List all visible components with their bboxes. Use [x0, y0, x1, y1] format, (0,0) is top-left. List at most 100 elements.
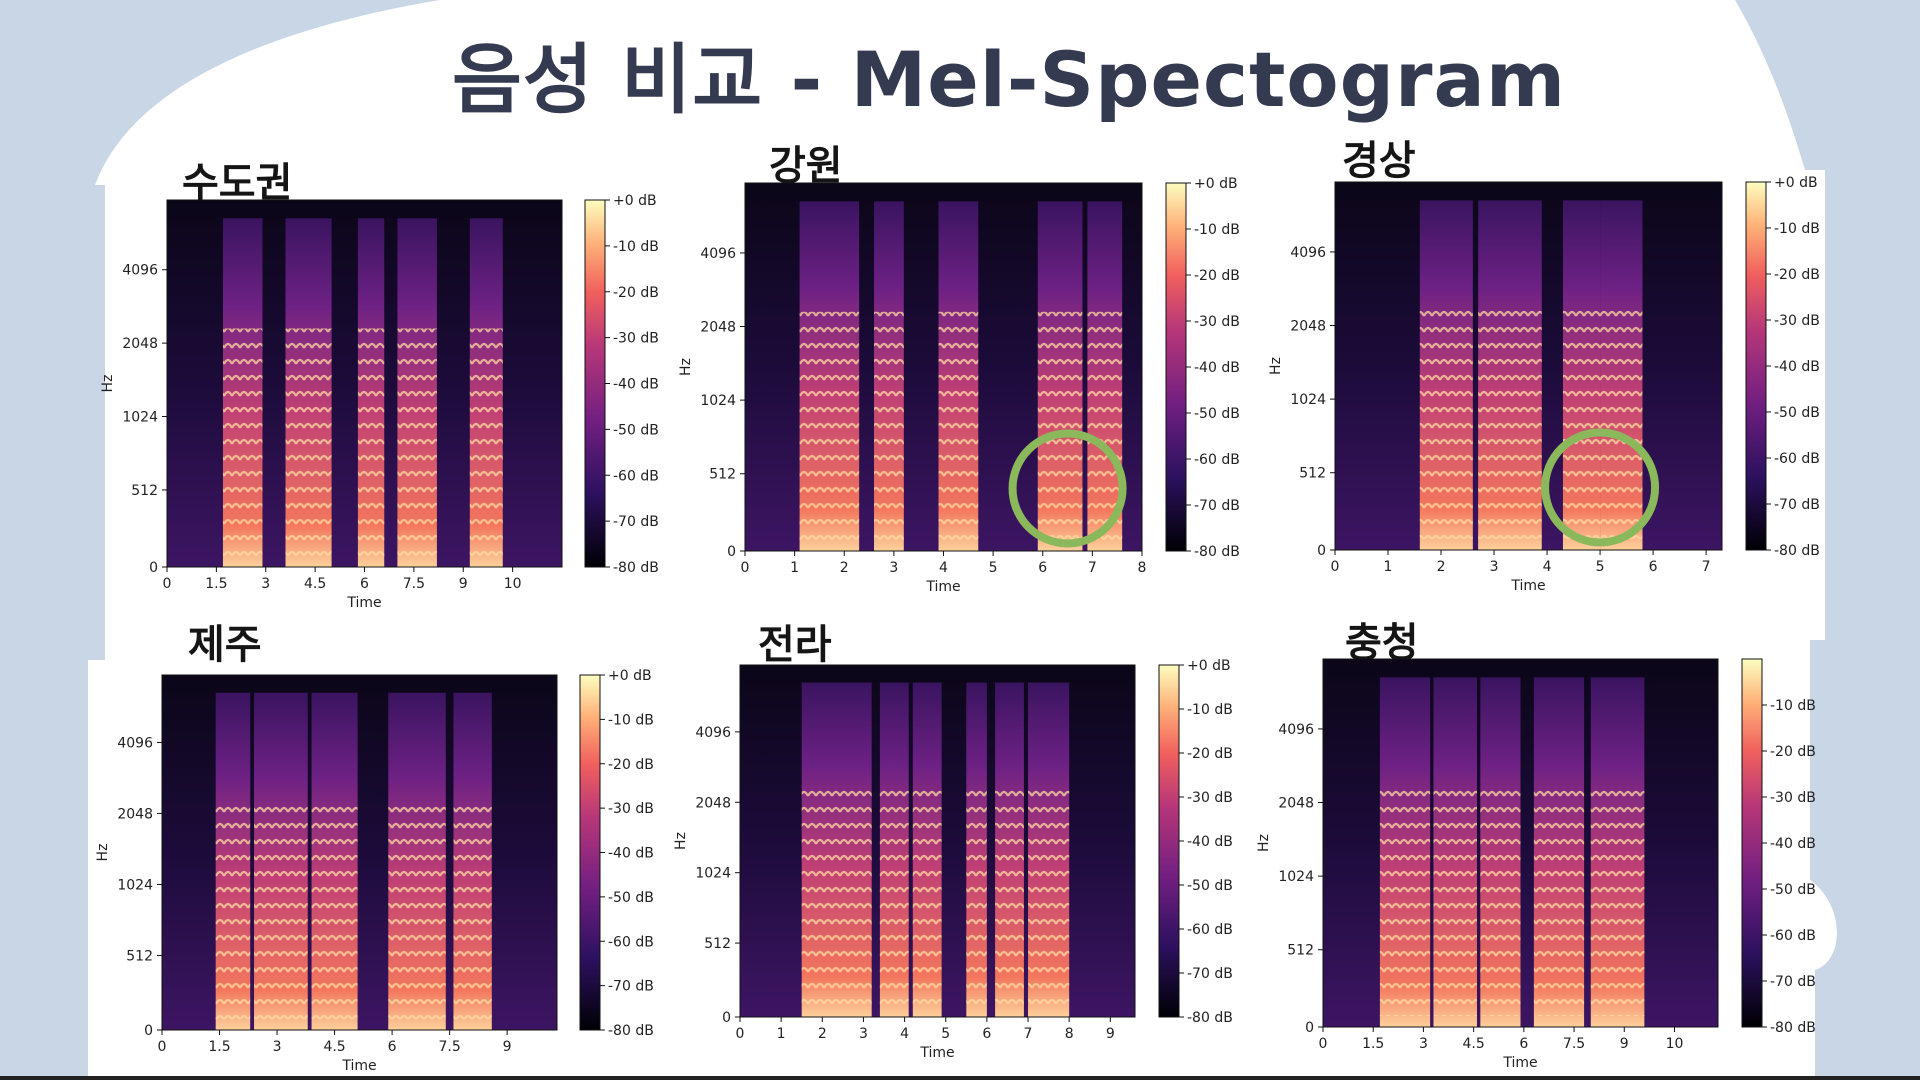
harmonic-band: [995, 788, 1024, 1007]
spectrogram-chart-0: 0 512 1024 2048 4096 0 1.5 3 4.5 6 7.5 9 10 Time Hz +0 …: [100, 193, 659, 611]
x-axis-title: Time: [1510, 578, 1545, 594]
harmonic-band: [397, 328, 437, 556]
y-tick-label: 4096: [695, 725, 731, 741]
harmonic-band: [938, 311, 979, 540]
colorbar-tick-label: -40 dB: [1194, 360, 1240, 376]
y-axis-title: Hz: [1256, 834, 1272, 852]
x-tick-label: 5: [941, 1026, 950, 1042]
x-tick-label: 3: [1419, 1036, 1428, 1052]
spectrogram-chart-2: 0 512 1024 2048 4096 0 1 2 3 4 5 6 7 Time Hz +0 dB -10 d…: [1268, 175, 1820, 594]
harmonic-band: [311, 799, 358, 1020]
axes-frame: [161, 674, 558, 1031]
harmonic-band: [222, 328, 263, 556]
colorbar-tick-label: -50 dB: [1770, 882, 1816, 898]
y-tick-label: 512: [709, 467, 736, 483]
colorbar-tick-label: -50 dB: [1194, 406, 1240, 422]
colorbar-tick-label: -80 dB: [608, 1023, 654, 1039]
x-tick-label: 6: [360, 576, 369, 592]
x-tick-label: 8: [1065, 1026, 1074, 1042]
panel-label-sudogwon: 수도권: [182, 160, 293, 206]
panel-label-jeolla: 전라: [758, 622, 832, 668]
colorbar-tick-label: -20 dB: [1194, 268, 1240, 284]
x-tick-label: 3: [1490, 559, 1499, 575]
colorbar-tick-label: -20 dB: [613, 285, 659, 301]
x-tick-label: 1: [790, 560, 799, 576]
x-tick-label: 4.5: [1463, 1036, 1485, 1052]
panel-label-chungcheong: 충청: [1345, 620, 1419, 666]
y-tick-label: 1024: [122, 410, 158, 426]
colorbar-tick-label: -70 dB: [1194, 498, 1240, 514]
harmonic-band: [1590, 787, 1645, 1016]
axes-frame: [1322, 658, 1719, 1028]
y-tick-label: 2048: [1290, 319, 1326, 335]
harmonic-band: [1419, 310, 1473, 539]
y-tick-label: 512: [131, 483, 158, 499]
x-tick-label: 8: [1138, 560, 1147, 576]
x-tick-label: 2: [840, 560, 849, 576]
y-tick-label: 0: [722, 1010, 731, 1026]
x-tick-label: 10: [1666, 1036, 1684, 1052]
y-tick-label: 512: [1287, 943, 1314, 959]
harmonic-band: [1028, 788, 1070, 1007]
colorbar-tick-label: -70 dB: [608, 979, 654, 995]
harmonic-band: [1037, 311, 1083, 540]
x-tick-label: 9: [1106, 1026, 1115, 1042]
x-tick-label: 3: [273, 1039, 282, 1055]
colorbar-tick-label: -20 dB: [1770, 744, 1816, 760]
y-tick-label: 4096: [122, 263, 158, 279]
x-tick-label: 4: [1543, 559, 1552, 575]
x-axis-title: Time: [1502, 1055, 1537, 1071]
x-axis-title: Time: [341, 1058, 376, 1074]
harmonic-band: [1562, 310, 1601, 539]
y-tick-label: 0: [1305, 1020, 1314, 1036]
highlight-circle: [1008, 429, 1127, 548]
axes-frame: [739, 664, 1136, 1018]
y-tick-label: 4096: [700, 246, 736, 262]
y-tick-label: 512: [704, 936, 731, 952]
x-tick-label: 5: [1596, 559, 1605, 575]
harmonic-band: [1379, 787, 1431, 1016]
colorbar-tick-label: -50 dB: [608, 890, 654, 906]
x-tick-label: 1: [777, 1026, 786, 1042]
y-tick-label: 4096: [1290, 245, 1326, 261]
spectrogram-chart-3: 0 512 1024 2048 4096 0 1.5 3 4.5 6 7.5 9 Time Hz +0 dB…: [95, 668, 654, 1074]
harmonic-band: [1533, 787, 1585, 1016]
x-tick-label: 7.5: [1563, 1036, 1585, 1052]
x-tick-label: 6: [388, 1039, 397, 1055]
harmonic-band: [1600, 310, 1643, 539]
y-tick-label: 512: [1299, 466, 1326, 482]
x-tick-label: 7.5: [403, 576, 425, 592]
colorbar: [1741, 658, 1763, 1028]
colorbar-tick-label: -60 dB: [1774, 451, 1820, 467]
x-tick-label: 4: [900, 1026, 909, 1042]
colorbar: [1745, 181, 1767, 551]
colorbar-tick-label: -80 dB: [613, 560, 659, 576]
harmonic-band: [801, 788, 872, 1007]
x-tick-label: 2: [818, 1026, 827, 1042]
x-tick-label: 4.5: [304, 576, 326, 592]
colorbar-tick-label: -30 dB: [1187, 790, 1233, 806]
colorbar-tick-label: -10 dB: [613, 239, 659, 255]
x-tick-label: 0: [1319, 1036, 1328, 1052]
harmonic-band: [1478, 310, 1542, 539]
x-axis-title: Time: [925, 579, 960, 595]
y-tick-label: 2048: [117, 806, 153, 822]
x-tick-label: 0: [1331, 559, 1340, 575]
harmonic-band: [453, 799, 492, 1020]
colorbar-tick-label: -10 dB: [1194, 222, 1240, 238]
colorbar: [1165, 182, 1187, 552]
colorbar-tick-label: +0 dB: [1774, 175, 1818, 191]
colorbar-tick-label: -40 dB: [613, 377, 659, 393]
colorbar-tick-label: +0 dB: [613, 193, 657, 209]
colorbar-tick-label: -50 dB: [613, 422, 659, 438]
x-tick-label: 0: [741, 560, 750, 576]
x-tick-label: 9: [459, 576, 468, 592]
x-tick-label: 4.5: [323, 1039, 345, 1055]
colorbar-tick-label: -80 dB: [1770, 1020, 1816, 1036]
axes-frame: [1334, 181, 1723, 551]
x-tick-label: 9: [1620, 1036, 1629, 1052]
x-tick-label: 1: [1384, 559, 1393, 575]
x-tick-label: 1.5: [205, 576, 227, 592]
colorbar-tick-label: -20 dB: [1187, 746, 1233, 762]
colorbar-tick-label: -50 dB: [1187, 878, 1233, 894]
